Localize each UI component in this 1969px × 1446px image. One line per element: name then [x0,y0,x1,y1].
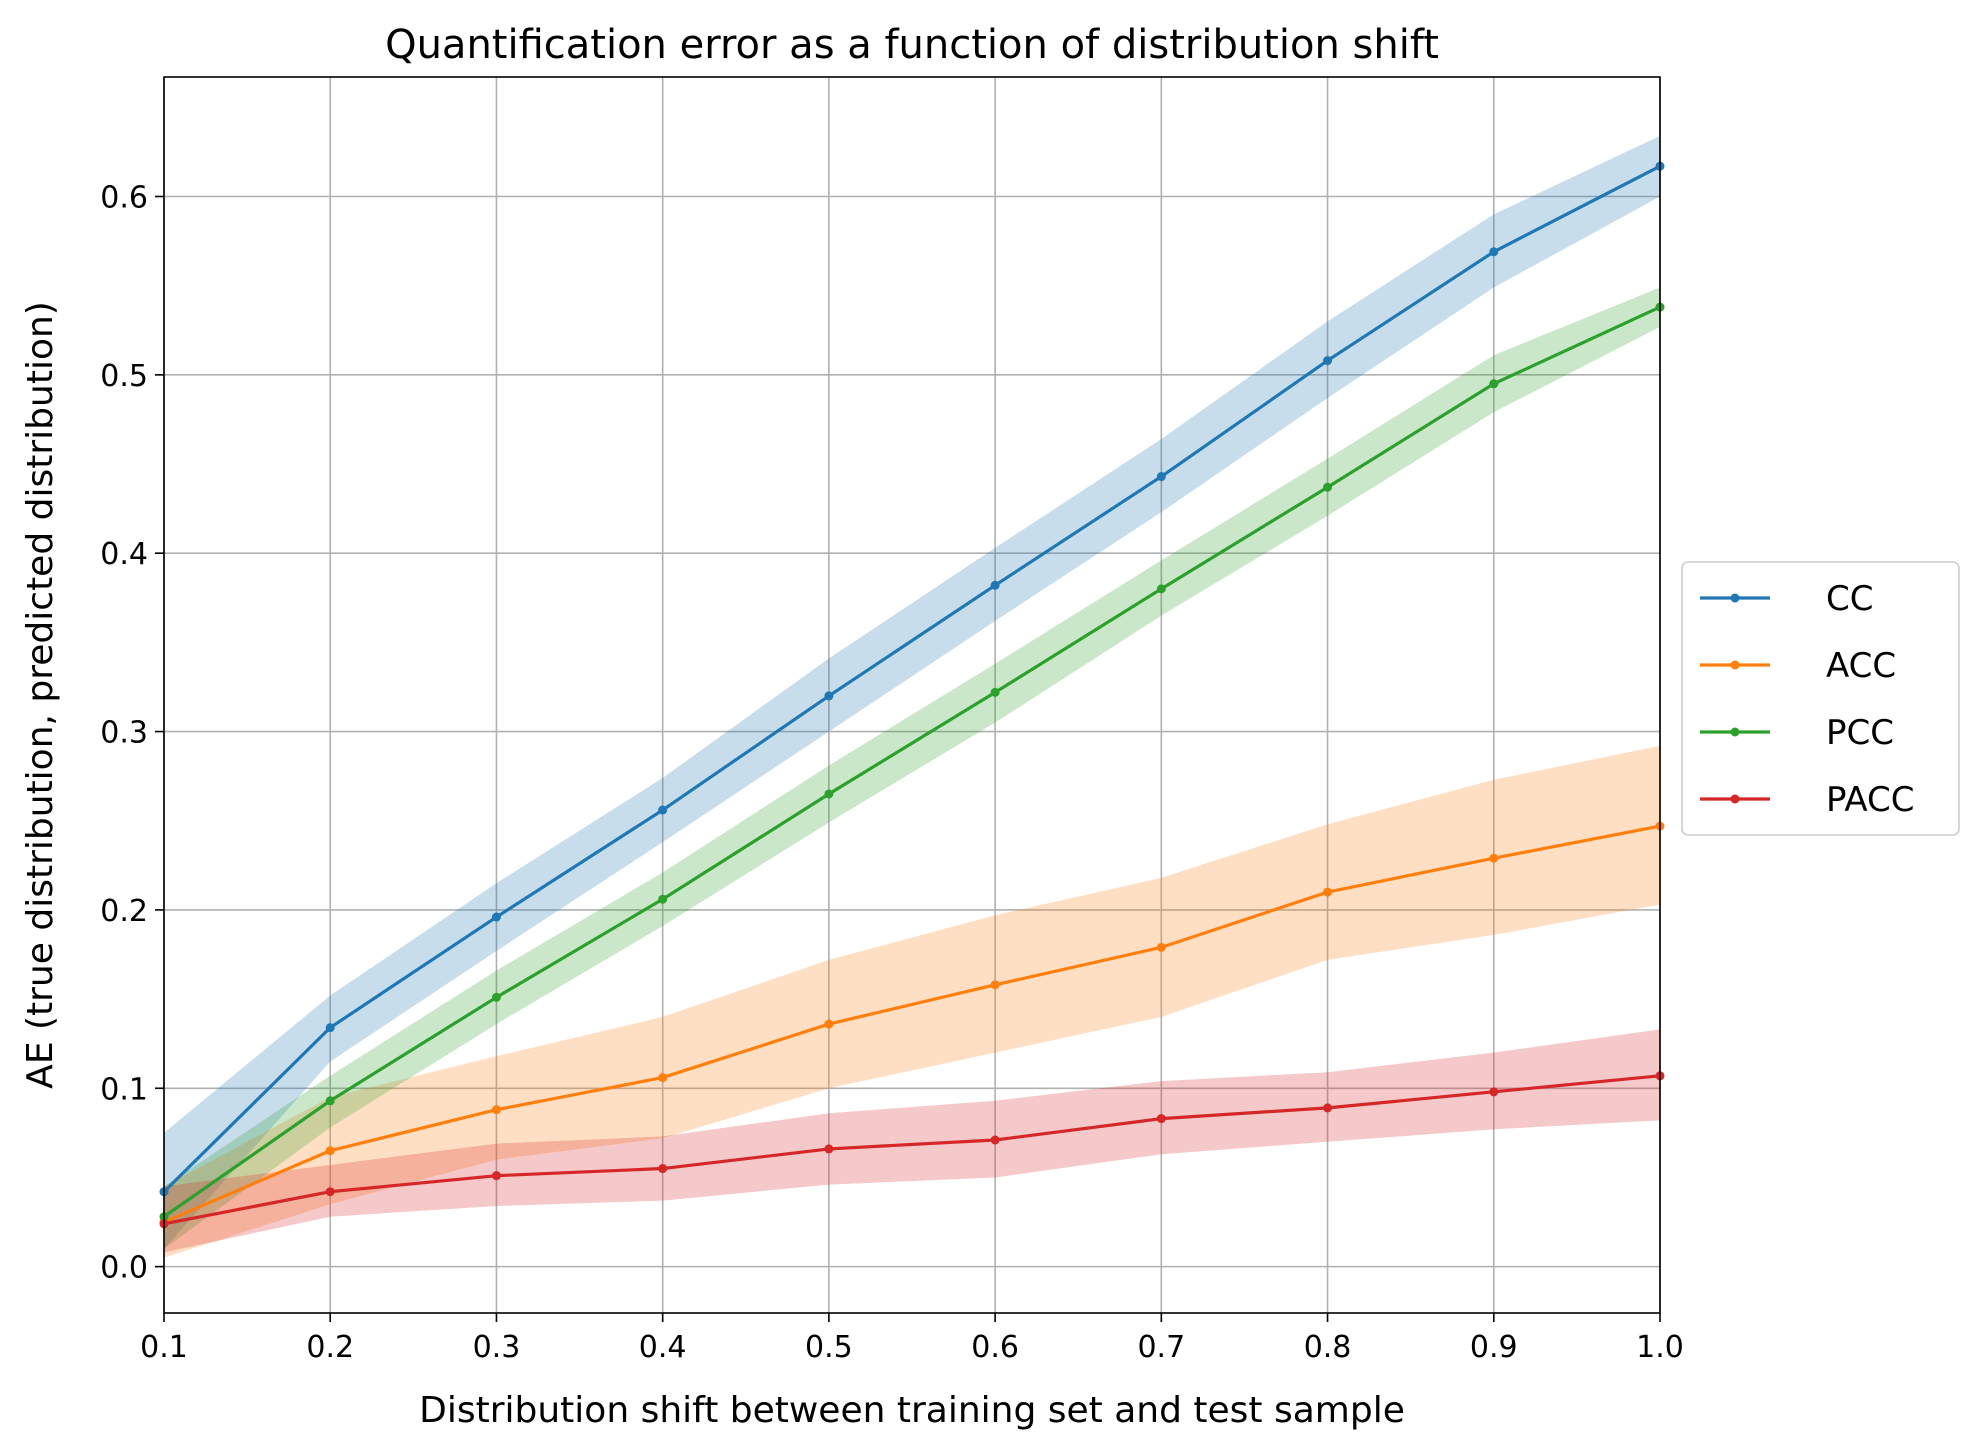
legend-label-cc: CC [1826,579,1873,619]
x-tick-label: 0.4 [639,1330,687,1365]
band-acc [164,745,1660,1258]
x-tick-label: 0.9 [1470,1330,1518,1365]
point-cc [1323,356,1333,366]
point-pcc [1156,584,1166,594]
point-pcc [325,1096,335,1106]
point-pacc [325,1187,335,1197]
legend-marker-acc [1730,660,1740,670]
ticks: 0.1 0.2 0.3 0.4 0.5 0.6 0.7 0.8 0.9 1.0 0.0 0.1 0.2 0… [100,180,1684,1365]
point-acc [658,1073,668,1083]
point-pacc [824,1144,834,1154]
point-pcc [1323,482,1333,492]
band-cc [164,135,1660,1249]
point-pacc [1489,1087,1499,1097]
point-pacc [491,1171,501,1181]
line-pcc [163,305,1661,1219]
x-tick-label: 0.7 [1137,1330,1185,1365]
x-tick-label: 0.8 [1304,1330,1352,1365]
y-tick-label: 0.0 [100,1251,148,1286]
x-tick-label: 0.2 [306,1330,354,1365]
line-pacc [163,1074,1661,1226]
y-tick-label: 0.1 [100,1072,148,1107]
x-tick-label: 0.3 [473,1330,521,1365]
y-tick-label: 0.2 [100,894,148,929]
legend-label-pcc: PCC [1826,713,1894,753]
chart-title: Quantification error as a function of di… [385,22,1439,68]
y-tick-label: 0.5 [100,359,148,394]
line-acc [163,824,1661,1224]
point-pacc [658,1164,668,1174]
x-tick-label: 0.1 [140,1330,188,1365]
point-cc [325,1023,335,1033]
band-pacc [164,1029,1660,1253]
point-acc [1323,887,1333,897]
x-tick-label: 0.6 [971,1330,1019,1365]
point-pacc [1156,1114,1166,1124]
y-axis-label: AE (true distribution, predicted distrib… [20,301,61,1089]
lines [159,161,1665,1229]
point-pcc [491,992,501,1002]
legend: CC ACC PCC PACC [1681,561,1960,836]
legend-label-acc: ACC [1826,646,1896,686]
point-pcc [1489,379,1499,389]
point-cc [824,691,834,701]
legend-marker-pcc [1730,727,1740,737]
band-pcc [164,287,1660,1249]
y-tick-label: 0.3 [100,716,148,751]
x-axis-label: Distribution shift between training set … [419,1390,1405,1431]
legend-label-pacc: PACC [1826,780,1914,820]
legend-frame [1681,561,1960,836]
point-acc [990,980,1000,990]
legend-marker-cc [1730,593,1740,603]
point-pacc [1323,1103,1333,1113]
point-pcc [658,894,668,904]
x-tick-label: 1.0 [1636,1330,1684,1365]
point-cc [658,805,668,815]
x-tick-label: 0.5 [805,1330,853,1365]
bands [164,135,1660,1258]
y-tick-label: 0.6 [100,180,148,215]
point-pacc [990,1135,1000,1145]
line-cc [162,164,1661,1193]
point-cc [491,912,501,922]
point-acc [491,1105,501,1115]
point-pcc [990,687,1000,697]
plot-frame [163,76,1661,1314]
point-cc [1489,247,1499,257]
point-acc [1489,853,1499,863]
point-cc [1156,472,1166,482]
point-pcc [824,789,834,799]
point-acc [1156,942,1166,952]
y-tick-label: 0.4 [100,537,148,572]
legend-marker-pacc [1730,794,1740,804]
point-acc [325,1146,335,1156]
point-acc [824,1019,834,1029]
point-cc [990,580,1000,590]
